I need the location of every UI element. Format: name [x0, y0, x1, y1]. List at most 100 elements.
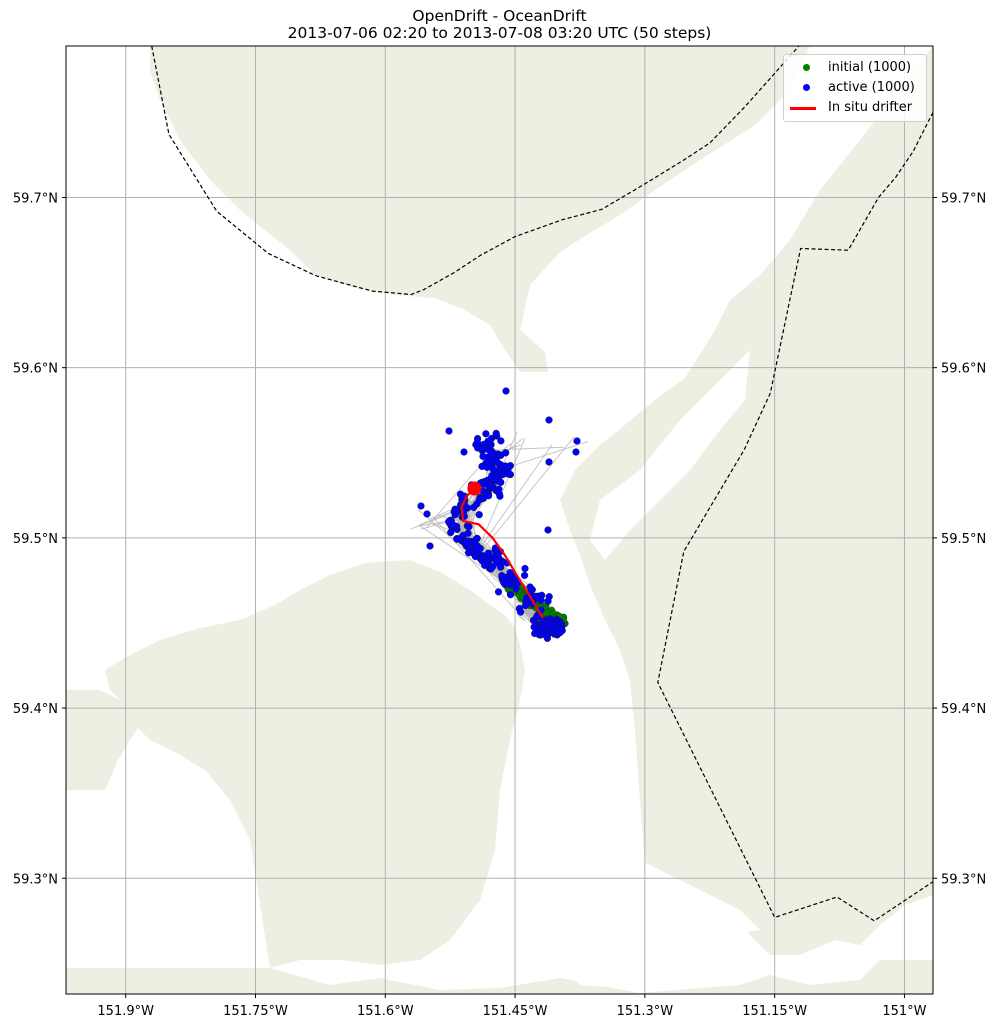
active-particle	[499, 470, 507, 479]
active-particle	[473, 438, 481, 446]
active-particle	[505, 580, 513, 589]
active-particle	[485, 492, 493, 500]
inlet-water-0	[590, 350, 750, 560]
tick-label-lat-right-1: 59.4°N	[941, 702, 986, 717]
active-particle	[492, 429, 500, 438]
tick-label-lon-5: 151.15°W	[742, 1004, 807, 1019]
drifter-track	[460, 487, 544, 619]
drifter-layer	[460, 481, 544, 619]
active-particle	[483, 463, 491, 471]
active-particle	[453, 535, 461, 543]
map-title: OpenDrift - OceanDrift	[412, 7, 587, 25]
drifter-line-icon	[790, 107, 816, 110]
active-particle	[545, 458, 553, 466]
active-particle	[479, 552, 487, 560]
active-particle	[495, 485, 503, 493]
active-particle	[468, 546, 477, 554]
active-particle	[487, 450, 496, 458]
active-particle	[489, 562, 497, 571]
active-particle	[502, 387, 510, 395]
boundary-lines	[151, 46, 933, 922]
tick-label-lon-0: 151.9°W	[97, 1004, 154, 1019]
initial-marker-icon	[803, 64, 810, 71]
active-particle	[479, 452, 487, 461]
legend-label-active: active (1000)	[828, 80, 915, 95]
land-east-landmass	[560, 46, 933, 955]
boundary-line-1	[657, 112, 933, 922]
active-particle	[490, 552, 499, 561]
legend-item-initial: initial (1000)	[784, 59, 926, 77]
active-particle	[496, 492, 504, 500]
active-particle	[461, 539, 469, 547]
active-particle	[497, 437, 505, 445]
legend-label-drifter: In situ drifter	[828, 100, 913, 115]
legend-item-drifter: In situ drifter	[784, 99, 926, 117]
tick-label-lat-left-1: 59.4°N	[13, 702, 58, 717]
active-particle	[475, 511, 483, 519]
grid-lines	[66, 46, 933, 994]
active-particle	[546, 622, 554, 630]
tick-label-lon-2: 151.6°W	[357, 1004, 414, 1019]
active-particle	[521, 564, 529, 573]
plot-frame	[65, 45, 934, 995]
tick-label-lat-right-3: 59.6°N	[941, 362, 986, 377]
active-particle	[572, 448, 580, 456]
active-particle	[531, 592, 540, 601]
inlet-water-2	[560, 960, 640, 988]
active-particle	[533, 613, 541, 621]
active-particle	[494, 588, 503, 596]
active-particles	[417, 387, 581, 642]
tick-label-lat-left-4: 59.7°N	[13, 191, 58, 206]
trajectory-line	[432, 516, 526, 622]
active-particle	[526, 583, 534, 591]
active-particle	[417, 502, 425, 510]
active-particle	[475, 546, 483, 554]
active-particle	[450, 521, 458, 529]
active-particle	[489, 465, 497, 473]
active-particle	[573, 437, 581, 445]
tick-label-lat-left-2: 59.5°N	[13, 532, 58, 547]
tick-label-lon-4: 151.3°W	[617, 1004, 674, 1019]
active-particle	[465, 522, 473, 531]
legend-label-initial: initial (1000)	[828, 60, 912, 75]
active-particle	[536, 624, 544, 632]
active-particle	[482, 430, 490, 438]
active-particle	[506, 591, 515, 599]
land-south-coast	[66, 560, 933, 994]
tick-label-lat-right-0: 59.3°N	[941, 872, 986, 887]
land-southwest-coast	[66, 690, 140, 790]
tick-label-lon-3: 151.45°W	[483, 1004, 548, 1019]
active-particle	[537, 596, 545, 604]
active-particle	[544, 597, 552, 605]
active-particle	[493, 558, 502, 567]
active-particle	[460, 448, 468, 456]
active-particle	[426, 542, 434, 550]
active-particle	[506, 569, 514, 577]
tick-label-lat-right-2: 59.5°N	[941, 532, 986, 547]
legend-item-active: active (1000)	[784, 79, 926, 97]
drifter-end-marker	[467, 481, 482, 496]
active-particle	[516, 608, 525, 616]
active-particle	[447, 528, 455, 537]
active-particle	[512, 585, 520, 593]
legend: initial (1000) active (1000) In situ dri…	[783, 54, 927, 122]
tick-label-lat-right-4: 59.7°N	[941, 191, 986, 206]
active-particle	[423, 510, 431, 518]
active-particle	[497, 478, 505, 486]
tick-label-lon-1: 151.75°W	[223, 1004, 288, 1019]
map-subtitle: 2013-07-06 02:20 to 2013-07-08 03:20 UTC…	[287, 24, 712, 42]
boundary-line-0	[151, 46, 800, 296]
tick-label-lat-left-3: 59.6°N	[13, 362, 58, 377]
active-marker-icon	[803, 84, 810, 91]
axis-ticks: 151.9°W 151.75°W 151.6°W 151.45°W 151.3°W 151…	[13, 191, 986, 1019]
active-particle	[498, 571, 506, 580]
tick-label-lat-left-0: 59.3°N	[13, 872, 58, 887]
active-particle	[520, 571, 529, 580]
active-particle	[452, 507, 460, 516]
active-particle	[545, 416, 553, 424]
active-particle	[471, 552, 480, 561]
active-particle	[445, 517, 453, 526]
active-particle	[464, 529, 472, 537]
active-particle	[544, 526, 552, 534]
